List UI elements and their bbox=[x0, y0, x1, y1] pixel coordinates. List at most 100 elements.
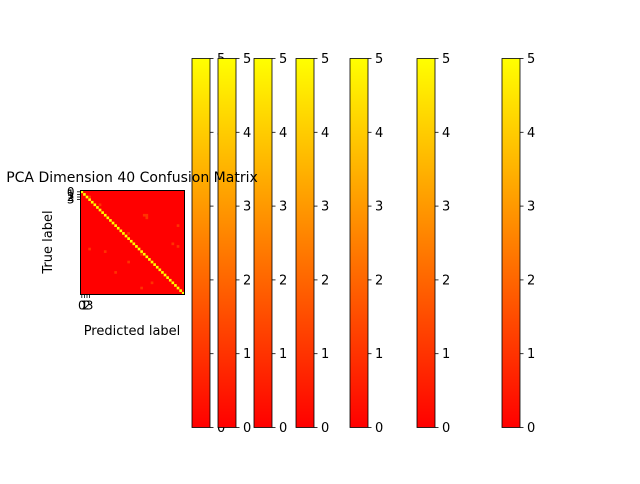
colorbar: 0 1 2 3 4 5 bbox=[295, 52, 329, 436]
heatmap-cell-diagonal bbox=[101, 211, 104, 214]
heatmap-cell-diagonal bbox=[103, 213, 107, 217]
heatmap-cell bbox=[150, 281, 154, 285]
heatmap-cell bbox=[88, 195, 91, 199]
heatmap-cell-diagonal bbox=[148, 258, 151, 261]
heatmap-cell-diagonal bbox=[179, 289, 182, 292]
colorbar-tick-label: 0 bbox=[442, 421, 450, 436]
colorbar-tick-label: 3 bbox=[243, 200, 251, 215]
x-tick-label: 2 bbox=[83, 299, 91, 313]
heatmap-cell-diagonal bbox=[161, 271, 164, 274]
heatmap-cell-diagonal bbox=[122, 232, 125, 235]
colorbar-tick-label: 3 bbox=[321, 200, 329, 215]
heatmap-cell-diagonal bbox=[127, 237, 130, 240]
heatmap-cell-diagonal bbox=[88, 198, 91, 201]
colorbar: 0 1 2 3 4 5 bbox=[501, 52, 535, 436]
heatmap-cell bbox=[114, 271, 117, 274]
x-axis-label: Predicted label bbox=[84, 324, 181, 339]
heatmap-cell-diagonal bbox=[158, 268, 162, 272]
colorbar-tick-label: 2 bbox=[279, 273, 287, 288]
heatmap-cell-diagonal bbox=[93, 203, 97, 207]
heatmap-cell-diagonal bbox=[119, 229, 123, 233]
heatmap-cell-diagonal bbox=[140, 250, 143, 253]
heatmap-cell bbox=[142, 213, 146, 217]
colorbar-tick-label: 0 bbox=[321, 421, 329, 436]
colorbar-tick-label: 1 bbox=[527, 347, 535, 362]
heatmap-cell-diagonal bbox=[155, 265, 159, 269]
colorbar-gradient bbox=[501, 58, 521, 428]
heatmap-cell-diagonal bbox=[168, 278, 172, 282]
colorbar-tick-label: 2 bbox=[527, 273, 535, 288]
colorbar-tick-label: 5 bbox=[243, 52, 251, 67]
heatmap-cell-diagonal bbox=[106, 216, 110, 220]
heatmap-cell bbox=[145, 216, 149, 220]
chart-title: PCA Dimension 40 Confusion Matrix bbox=[6, 170, 258, 186]
y-tick-label: 1 bbox=[67, 187, 75, 201]
colorbar: 0 1 2 3 4 5 bbox=[253, 52, 287, 436]
colorbar-tick-label: 1 bbox=[375, 347, 383, 362]
heatmap-cell-diagonal bbox=[166, 276, 169, 279]
heatmap-cell-diagonal bbox=[174, 284, 177, 287]
y-tick-label: 3 bbox=[67, 193, 75, 207]
y-tick-label: 2 bbox=[67, 190, 75, 204]
colorbar-tick-label: 0 bbox=[527, 421, 535, 436]
colorbar-tick-label: 3 bbox=[442, 200, 450, 215]
colorbar-tick-label: 0 bbox=[243, 421, 251, 436]
heatmap-cell-diagonal bbox=[83, 193, 86, 196]
colorbar-tick-label: 1 bbox=[243, 347, 251, 362]
heatmap-cell bbox=[176, 245, 180, 248]
heatmap-cell-diagonal bbox=[163, 273, 167, 277]
colorbar-tick-label: 5 bbox=[279, 52, 287, 67]
heatmap-cell-diagonal bbox=[150, 260, 154, 264]
colorbar-tick-label: 0 bbox=[279, 421, 287, 436]
x-tick-label: 1 bbox=[81, 299, 89, 313]
colorbar: 0 1 2 3 4 5 bbox=[217, 52, 251, 436]
colorbar-tick-label: 4 bbox=[527, 126, 535, 141]
heatmap-cell-diagonal bbox=[129, 239, 133, 243]
heatmap-cell bbox=[127, 260, 130, 264]
heatmap-cell-diagonal bbox=[90, 200, 94, 204]
colorbar-tick-label: 2 bbox=[375, 273, 383, 288]
colorbar-gradient bbox=[349, 58, 369, 428]
x-tick-label: 0 bbox=[78, 299, 86, 313]
colorbar-tick-label: 5 bbox=[375, 52, 383, 67]
colorbar-gradient bbox=[253, 58, 273, 428]
heatmap-frame bbox=[80, 190, 185, 295]
colorbar-gradient bbox=[191, 58, 211, 428]
colorbar-gradient bbox=[416, 58, 436, 428]
colorbar-tick-label: 3 bbox=[527, 200, 535, 215]
heatmap-cell-diagonal bbox=[85, 195, 89, 199]
heatmap-cell bbox=[140, 286, 143, 290]
colorbar-tick-label: 1 bbox=[279, 347, 287, 362]
heatmap-cell bbox=[176, 224, 180, 227]
confusion-matrix-heatmap bbox=[80, 190, 185, 295]
heatmap-cell bbox=[171, 242, 175, 246]
colorbar-tick-label: 2 bbox=[243, 273, 251, 288]
colorbar: 0 1 2 3 4 5 bbox=[416, 52, 450, 436]
colorbar-tick-label: 0 bbox=[375, 421, 383, 436]
heatmap-cell-diagonal bbox=[109, 219, 112, 222]
heatmap-cell bbox=[145, 213, 149, 217]
heatmap-cell bbox=[103, 250, 107, 253]
heatmap-cell bbox=[88, 247, 91, 251]
colorbar-tick-label: 3 bbox=[279, 200, 287, 215]
heatmap-cell-diagonal bbox=[111, 221, 115, 225]
colorbar-gradient bbox=[217, 58, 237, 428]
heatmap-cell-diagonal bbox=[153, 263, 156, 266]
colorbar-tick-label: 3 bbox=[375, 200, 383, 215]
colorbar-tick-label: 2 bbox=[442, 273, 450, 288]
colorbar-tick-label: 4 bbox=[321, 126, 329, 141]
colorbar-tick-label: 4 bbox=[375, 126, 383, 141]
y-axis-label: True label bbox=[41, 210, 56, 274]
heatmap-cell-diagonal bbox=[145, 255, 149, 259]
heatmap-cell-diagonal bbox=[181, 291, 185, 295]
colorbar-tick-label: 5 bbox=[442, 52, 450, 67]
heatmap-cell bbox=[98, 203, 102, 207]
colorbar-stack: 0123450123450123450123450123450123450123… bbox=[191, 52, 535, 436]
heatmap-cell-diagonal bbox=[137, 247, 141, 251]
colorbar-tick-label: 4 bbox=[243, 126, 251, 141]
x-tick-label: 3 bbox=[86, 299, 94, 313]
